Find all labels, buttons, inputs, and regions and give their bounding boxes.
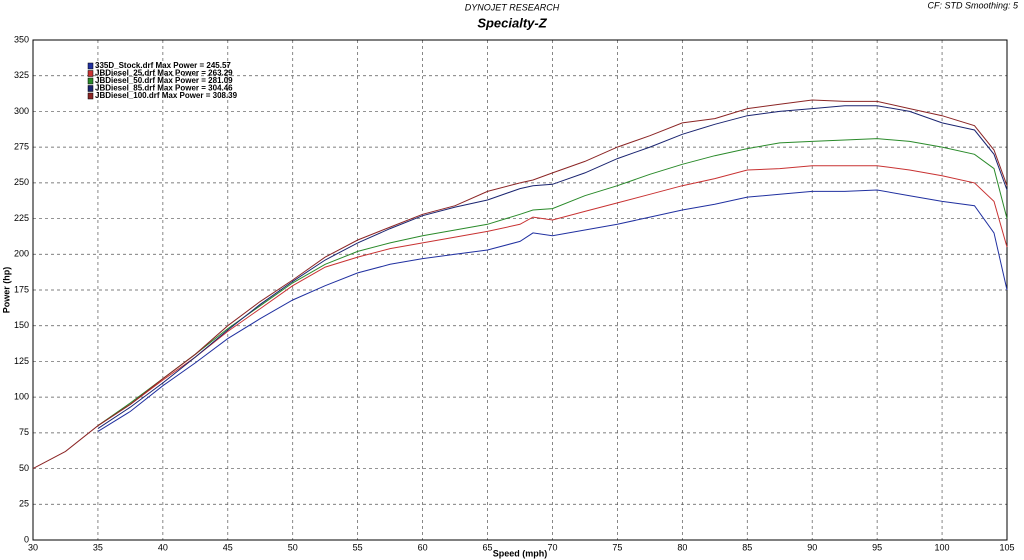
- legend-swatch: [87, 70, 94, 77]
- chart-title: Specialty-Z: [477, 15, 547, 30]
- legend-swatch: [87, 85, 94, 92]
- x-tick-label: 30: [28, 542, 38, 552]
- legend-swatch: [87, 92, 94, 100]
- y-tick-label: 175: [14, 284, 29, 294]
- x-axis-label: Speed (mph): [493, 548, 548, 558]
- y-tick-label: 50: [19, 463, 29, 473]
- x-tick-label: 60: [418, 542, 428, 552]
- series-line: [97, 105, 1008, 430]
- y-tick-label: 75: [19, 427, 29, 437]
- y-tick-label: 150: [14, 320, 29, 330]
- y-tick-label: 0: [24, 534, 29, 544]
- series-line: [97, 189, 1008, 432]
- x-tick-label: 85: [742, 542, 752, 552]
- settings: CF: STD Smoothing: 5: [927, 0, 1019, 10]
- x-tick-label: 75: [612, 542, 622, 552]
- legend-label: JBDiesel_25.drf Max Power = 263.29: [95, 69, 233, 78]
- y-tick-label: 125: [14, 356, 29, 366]
- legend-swatch: [87, 62, 94, 70]
- x-tick-label: 80: [677, 542, 687, 552]
- y-tick-label: 200: [14, 249, 29, 259]
- company: DYNOJET RESEARCH: [465, 2, 560, 12]
- legend-label: 335D_Stock.drf Max Power = 245.57: [95, 61, 231, 70]
- x-tick-label: 90: [807, 542, 817, 552]
- x-tick-label: 100: [935, 542, 950, 552]
- series-line: [97, 165, 1008, 427]
- legend-swatch: [87, 77, 94, 85]
- y-tick-label: 325: [14, 70, 29, 80]
- x-tick-label: 55: [353, 542, 363, 552]
- y-tick-label: 225: [14, 213, 29, 223]
- series-line: [97, 138, 1008, 427]
- y-tick-label: 250: [14, 177, 29, 187]
- legend-label: JBDiesel_100.drf Max Power = 308.39: [95, 91, 238, 100]
- y-tick-label: 300: [14, 106, 29, 116]
- y-tick-label: 350: [14, 34, 29, 44]
- x-tick-label: 45: [223, 542, 233, 552]
- legend-label: JBDiesel_50.drf Max Power = 281.09: [95, 76, 233, 85]
- y-tick-label: 25: [19, 499, 29, 509]
- x-tick-label: 70: [547, 542, 557, 552]
- x-tick-label: 40: [158, 542, 168, 552]
- y-axis-label: Power (hp): [1, 267, 11, 314]
- x-tick-label: 105: [999, 542, 1014, 552]
- y-tick-label: 275: [14, 142, 29, 152]
- x-tick-label: 35: [93, 542, 103, 552]
- series-line: [32, 99, 1008, 470]
- y-tick-label: 100: [14, 392, 29, 402]
- x-tick-label: 65: [483, 542, 493, 552]
- x-tick-label: 95: [872, 542, 882, 552]
- legend-label: JBDiesel_85.drf Max Power = 304.46: [95, 84, 233, 93]
- x-tick-label: 50: [288, 542, 298, 552]
